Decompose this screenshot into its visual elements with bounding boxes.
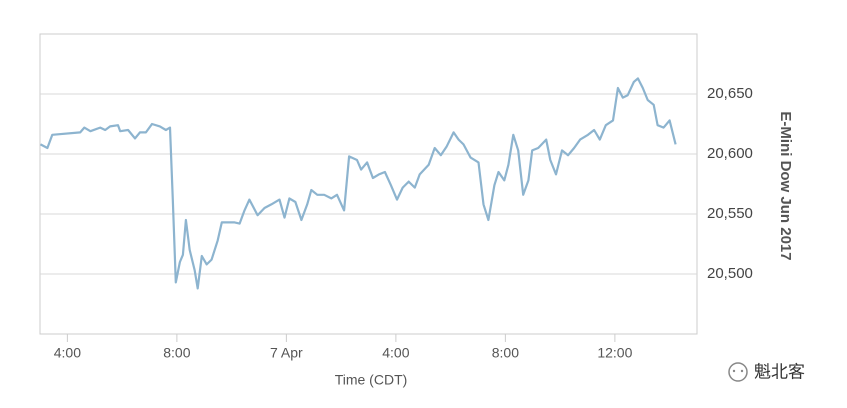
x-tick-label: 7 Apr <box>270 345 303 361</box>
y-tick-label: 20,500 <box>707 265 753 282</box>
y-tick-label: 20,650 <box>707 85 753 102</box>
x-axis-title: Time (CDT) <box>335 372 408 388</box>
x-tick-label: 4:00 <box>54 345 81 361</box>
y-tick-label: 20,550 <box>707 205 753 222</box>
x-tick-label: 12:00 <box>597 345 632 361</box>
watermark: 魁北客 <box>754 362 805 381</box>
y-axis-title: E-Mini Dow Jun 2017 <box>777 111 794 260</box>
x-tick-label: 4:00 <box>382 345 409 361</box>
plot-frame <box>39 33 698 335</box>
x-tick-label: 8:00 <box>163 345 190 361</box>
series-line <box>39 77 677 290</box>
watermark-icon <box>728 362 748 382</box>
y-tick-label: 20,600 <box>707 145 753 162</box>
x-tick-label: 8:00 <box>492 345 519 361</box>
